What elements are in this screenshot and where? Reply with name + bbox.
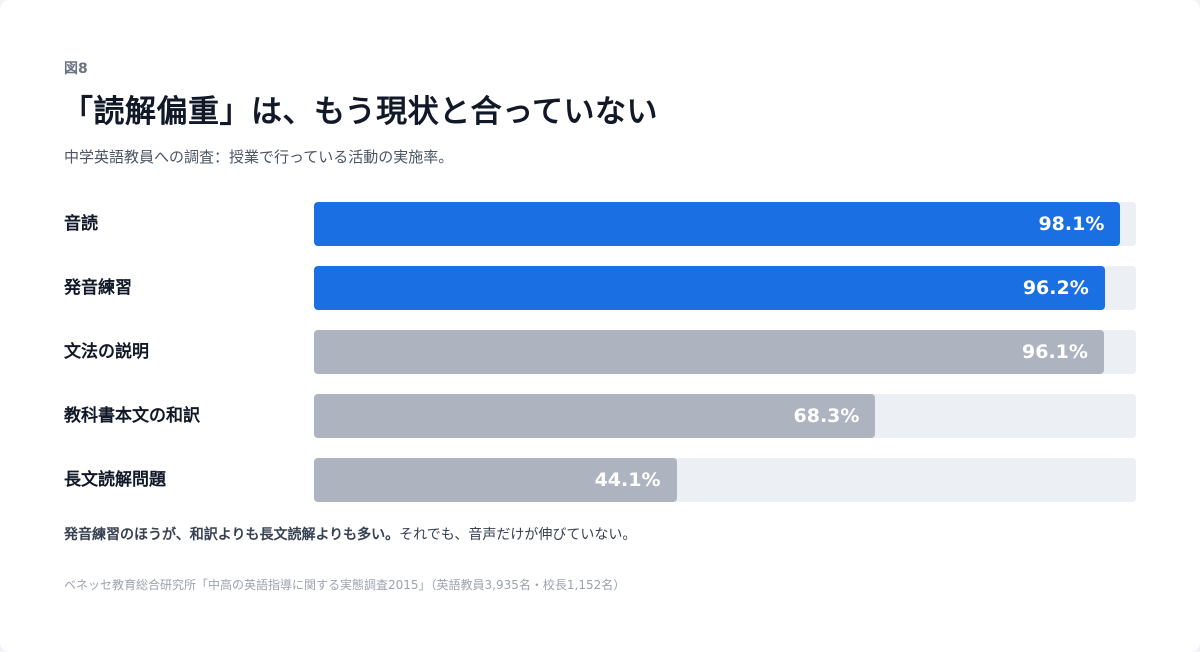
category-label: 文法の説明: [64, 342, 149, 362]
chart-subtitle: 中学英語教員への調査：授業で行っている活動の実施率。: [64, 148, 454, 166]
bar-track: 68.3%: [314, 394, 1136, 438]
bar-value-label: 98.1%: [1038, 213, 1105, 235]
category-label: 教科書本文の和訳: [64, 406, 200, 426]
bar: 96.1%: [314, 330, 1104, 374]
chart-title: 「読解偏重」は、もう現状と合っていない: [62, 94, 659, 130]
bar: 68.3%: [314, 394, 876, 438]
bar-track: 44.1%: [314, 458, 1136, 502]
bar-track: 96.1%: [314, 330, 1136, 374]
bar-value-label: 96.1%: [1022, 341, 1088, 363]
category-label: 発音練習: [64, 278, 132, 298]
footnote: 発音練習のほうが、和訳よりも長文読解よりも多い。それでも、音声だけが伸びていない…: [64, 524, 636, 544]
bar: 96.2%: [314, 266, 1105, 310]
figure-label: 図8: [64, 61, 88, 77]
bar: 44.1%: [314, 458, 677, 502]
bar-value-label: 44.1%: [594, 469, 661, 491]
bar-track: 96.2%: [314, 266, 1136, 310]
bar-value-label: 96.2%: [1022, 277, 1089, 299]
category-label: 長文読解問題: [64, 470, 166, 490]
footnote-text: それでも、音声だけが伸びていない。: [399, 527, 637, 543]
category-label: 音読: [64, 214, 98, 234]
bar: 98.1%: [314, 202, 1121, 246]
source-note: ベネッセ教育総合研究所「中高の英語指導に関する実態調査2015」（英語教員3,9…: [64, 578, 626, 592]
bar-value-label: 68.3%: [793, 405, 860, 427]
footnote-emphasis: 発音練習のほうが、和訳よりも長文読解よりも多い。: [64, 527, 400, 543]
bar-track: 98.1%: [314, 202, 1136, 246]
